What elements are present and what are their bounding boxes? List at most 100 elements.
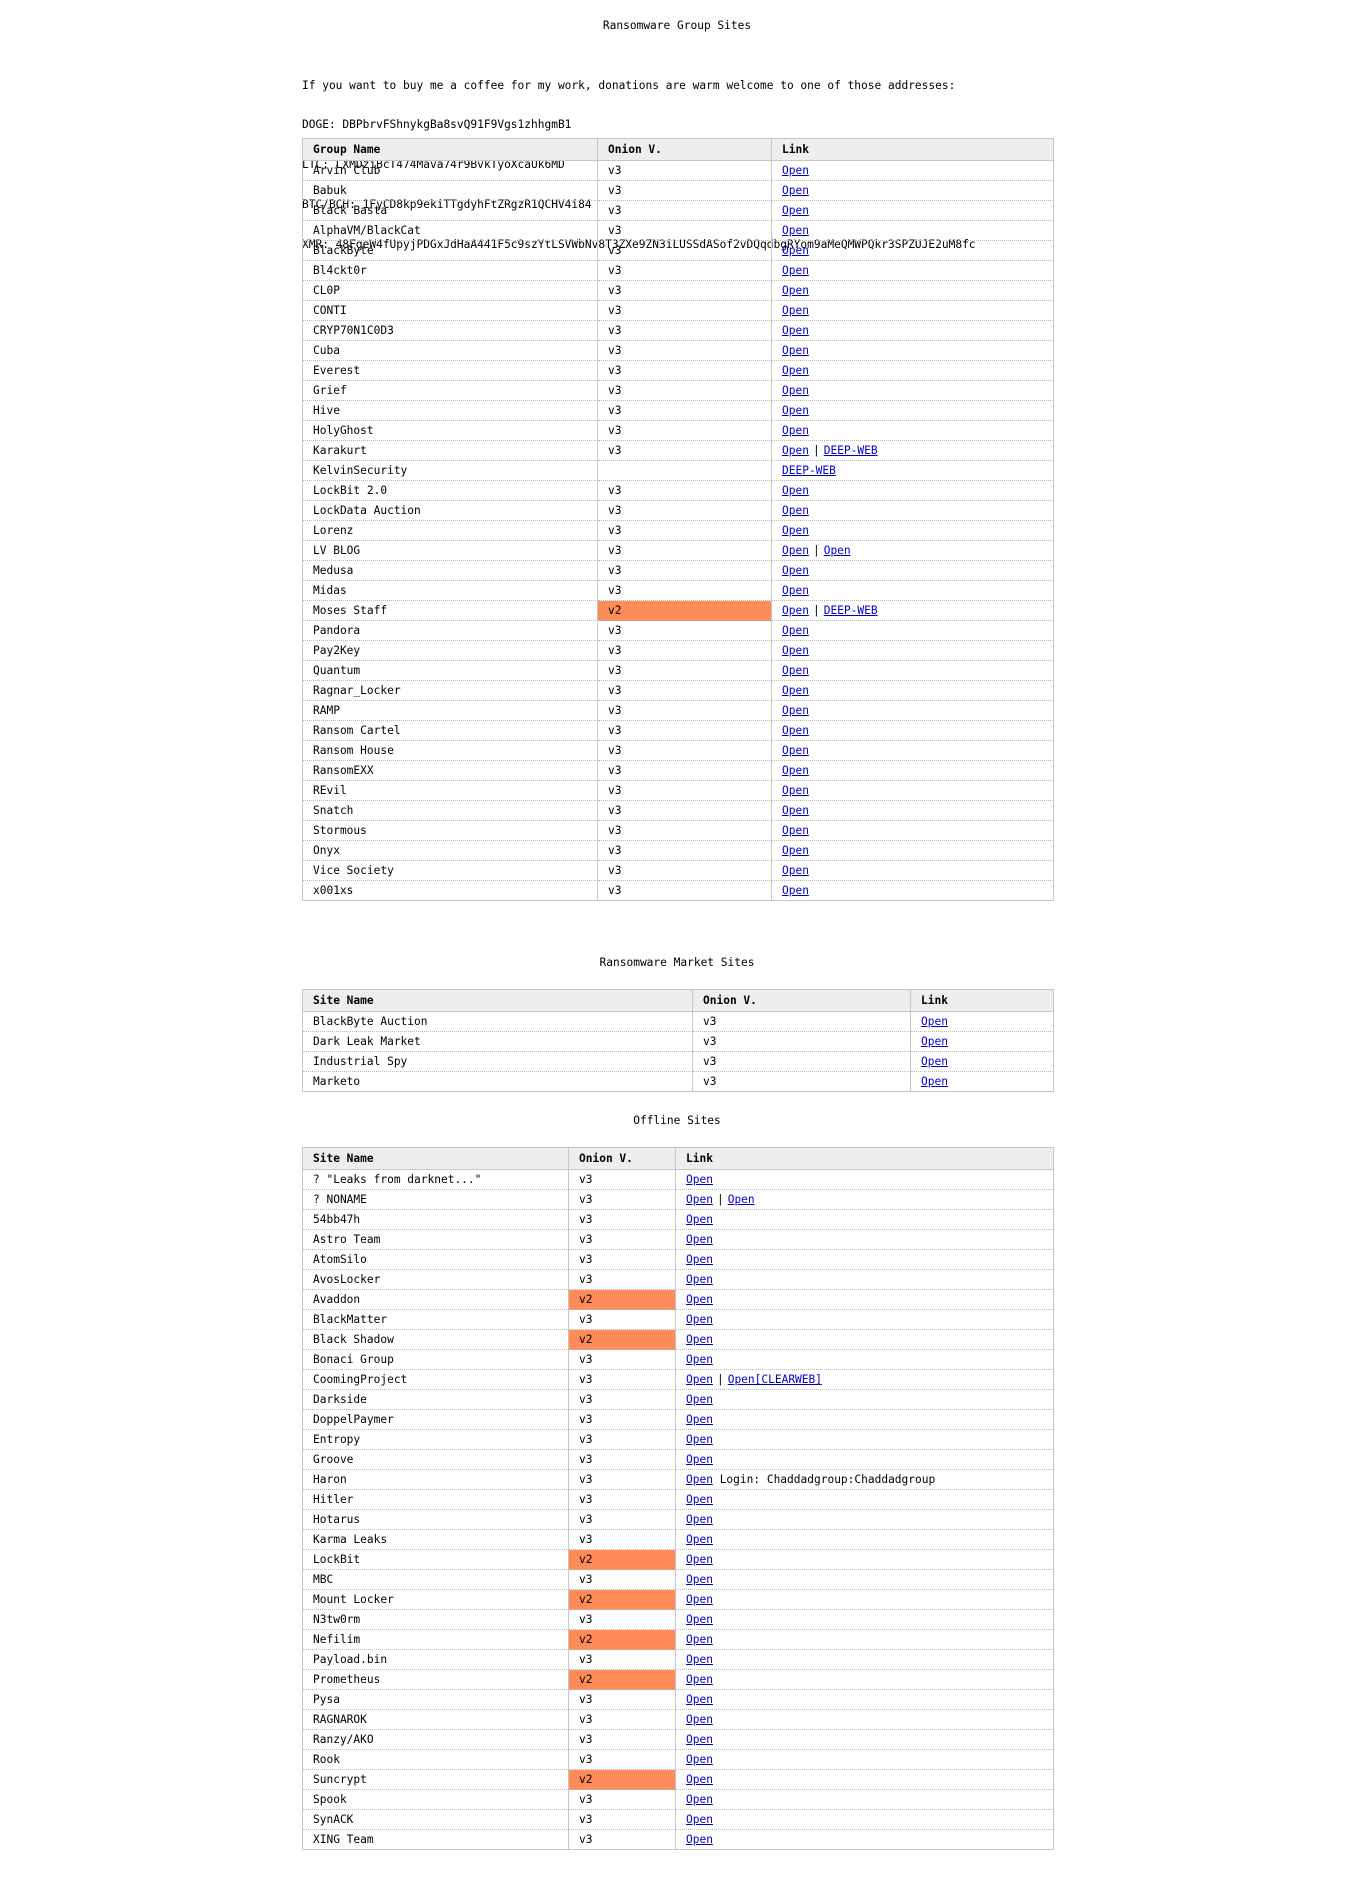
open-link[interactable]: Open bbox=[782, 244, 809, 257]
open-link[interactable]: Open bbox=[921, 1075, 948, 1088]
deep-web-link[interactable]: DEEP-WEB bbox=[823, 444, 878, 457]
open-link[interactable]: Open bbox=[686, 1393, 713, 1406]
open-link[interactable]: Open bbox=[782, 824, 809, 837]
table-row: AvosLocker v3 Open bbox=[303, 1270, 1053, 1290]
table-row: Medusa v3 Open bbox=[303, 561, 1053, 581]
open-link[interactable]: Open bbox=[686, 1613, 713, 1626]
open-link[interactable]: Open bbox=[782, 224, 809, 237]
open-link[interactable]: Open bbox=[686, 1753, 713, 1766]
open-link[interactable]: Open bbox=[782, 684, 809, 697]
open-link[interactable]: Open bbox=[686, 1433, 713, 1446]
open-link[interactable]: Open bbox=[782, 564, 809, 577]
open-link[interactable]: Open bbox=[782, 784, 809, 797]
open-link[interactable]: Open bbox=[782, 644, 809, 657]
open-link[interactable]: Open bbox=[782, 484, 809, 497]
open-link[interactable]: Open bbox=[823, 544, 851, 557]
open-link[interactable]: Open bbox=[686, 1533, 713, 1546]
open-link[interactable]: Open bbox=[921, 1035, 948, 1048]
open-link[interactable]: Open bbox=[782, 204, 809, 217]
open-link[interactable]: Open bbox=[782, 364, 809, 377]
open-link[interactable]: Open bbox=[686, 1413, 713, 1426]
table-row: Hotarus v3 Open bbox=[303, 1510, 1053, 1530]
open-link[interactable]: Open bbox=[686, 1573, 713, 1586]
open-link[interactable]: Open bbox=[782, 604, 809, 617]
open-link[interactable]: Open bbox=[782, 264, 809, 277]
deep-web-link[interactable]: DEEP-WEB bbox=[782, 464, 836, 477]
open-link[interactable]: Open bbox=[782, 504, 809, 517]
open-link[interactable]: Open bbox=[782, 624, 809, 637]
open-link[interactable]: Open bbox=[686, 1273, 713, 1286]
open-link[interactable]: Open bbox=[686, 1333, 713, 1346]
open-link[interactable]: Open bbox=[782, 384, 809, 397]
open-link[interactable]: Open bbox=[782, 724, 809, 737]
onion-version: v3 bbox=[569, 1730, 676, 1750]
open-link[interactable]: Open bbox=[782, 404, 809, 417]
open-link[interactable]: Open bbox=[921, 1015, 948, 1028]
open-link[interactable]: Open bbox=[782, 744, 809, 757]
open-link[interactable]: Open bbox=[686, 1313, 713, 1326]
open-link[interactable]: Open bbox=[782, 544, 809, 557]
open-link[interactable]: Open bbox=[782, 184, 809, 197]
site-name: Cuba bbox=[303, 341, 598, 361]
open-link[interactable]: Open bbox=[686, 1233, 713, 1246]
open-link[interactable]: Open bbox=[686, 1773, 713, 1786]
link-cell: Open bbox=[772, 681, 1053, 701]
open-link[interactable]: Open bbox=[782, 304, 809, 317]
site-name: AlphaVM/BlackCat bbox=[303, 221, 598, 241]
link-cell: Open bbox=[676, 1210, 1053, 1230]
open-link[interactable]: Open bbox=[686, 1453, 713, 1466]
table-row: BlackByte v3 Open bbox=[303, 241, 1053, 261]
open-link[interactable]: Open bbox=[686, 1353, 713, 1366]
onion-version: v3 bbox=[598, 301, 772, 321]
open-link[interactable]: Open bbox=[782, 764, 809, 777]
onion-version: v3 bbox=[569, 1610, 676, 1630]
open-link[interactable]: Open bbox=[782, 584, 809, 597]
open-link[interactable]: Open bbox=[686, 1553, 713, 1566]
link-cell: Open bbox=[772, 841, 1053, 861]
open-link[interactable]: Open bbox=[686, 1293, 713, 1306]
open-link[interactable]: Open bbox=[782, 804, 809, 817]
open-link[interactable]: Open bbox=[782, 344, 809, 357]
deep-web-link[interactable]: DEEP-WEB bbox=[823, 604, 878, 617]
open-link[interactable]: Open bbox=[782, 324, 809, 337]
open-link[interactable]: Open bbox=[686, 1473, 713, 1486]
site-name: Grief bbox=[303, 381, 598, 401]
open-link[interactable]: Open bbox=[686, 1793, 713, 1806]
open-link[interactable]: Open bbox=[782, 164, 809, 177]
open-link[interactable]: Open bbox=[686, 1193, 713, 1206]
open-link[interactable]: Open bbox=[686, 1213, 713, 1226]
open-link[interactable]: Open bbox=[782, 424, 809, 437]
link-cell: Open bbox=[676, 1610, 1053, 1630]
open-link[interactable]: Open bbox=[686, 1693, 713, 1706]
open-link[interactable]: Open[CLEARWEB] bbox=[727, 1373, 822, 1386]
link-cell: Open bbox=[772, 721, 1053, 741]
table-row: Astro Team v3 Open bbox=[303, 1230, 1053, 1250]
open-link[interactable]: Open bbox=[686, 1173, 713, 1186]
onion-version: v3 bbox=[569, 1690, 676, 1710]
open-link[interactable]: Open bbox=[782, 844, 809, 857]
open-link[interactable]: Open bbox=[727, 1193, 755, 1206]
site-name: LV BLOG bbox=[303, 541, 598, 561]
open-link[interactable]: Open bbox=[686, 1493, 713, 1506]
open-link[interactable]: Open bbox=[686, 1653, 713, 1666]
open-link[interactable]: Open bbox=[686, 1673, 713, 1686]
open-link[interactable]: Open bbox=[921, 1055, 948, 1068]
open-link[interactable]: Open bbox=[686, 1373, 713, 1386]
open-link[interactable]: Open bbox=[686, 1833, 713, 1846]
table-row: LockBit v2 Open bbox=[303, 1550, 1053, 1570]
open-link[interactable]: Open bbox=[782, 884, 809, 897]
open-link[interactable]: Open bbox=[782, 524, 809, 537]
open-link[interactable]: Open bbox=[686, 1593, 713, 1606]
market-table: Site Name Onion V. Link BlackByte Auction v3… bbox=[302, 989, 1054, 1092]
open-link[interactable]: Open bbox=[782, 664, 809, 677]
open-link[interactable]: Open bbox=[686, 1633, 713, 1646]
open-link[interactable]: Open bbox=[686, 1713, 713, 1726]
open-link[interactable]: Open bbox=[686, 1513, 713, 1526]
open-link[interactable]: Open bbox=[686, 1253, 713, 1266]
open-link[interactable]: Open bbox=[782, 864, 809, 877]
open-link[interactable]: Open bbox=[782, 284, 809, 297]
open-link[interactable]: Open bbox=[686, 1813, 713, 1826]
open-link[interactable]: Open bbox=[782, 704, 809, 717]
open-link[interactable]: Open bbox=[686, 1733, 713, 1746]
open-link[interactable]: Open bbox=[782, 444, 809, 457]
